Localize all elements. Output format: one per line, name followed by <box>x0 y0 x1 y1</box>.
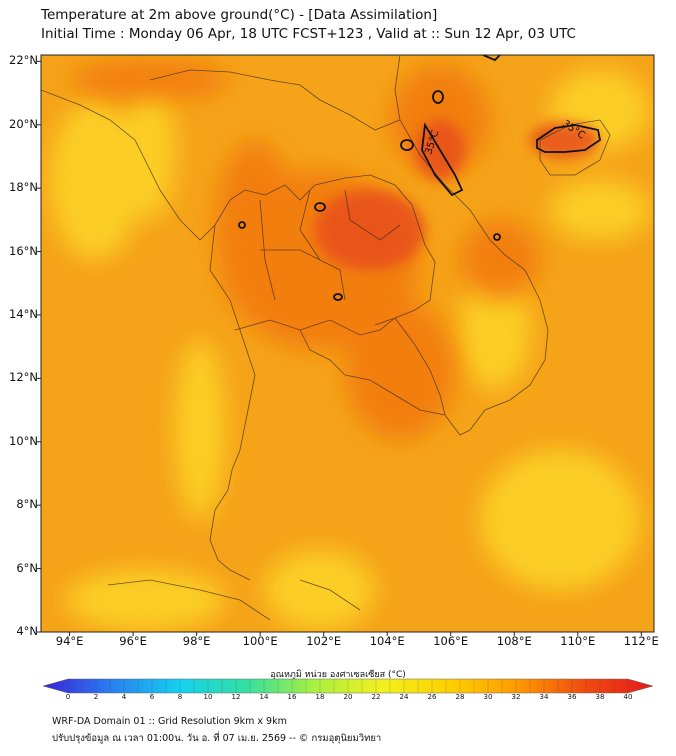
colorbar-tick-label: 18 <box>315 693 325 701</box>
lat-label: 22°N <box>9 53 38 68</box>
colorbar-tick-label: 20 <box>343 693 353 701</box>
lat-label: 18°N <box>9 180 38 195</box>
lat-label: 8°N <box>16 497 38 512</box>
lon-label: 94°E <box>55 634 84 648</box>
colorbar-tick-label: 12 <box>231 693 241 701</box>
map-title: Temperature at 2m above ground(°C) - [Da… <box>41 7 438 23</box>
map-frame <box>40 54 655 633</box>
colorbar-tick-label: 32 <box>511 693 521 701</box>
colorbar-tick-label: 10 <box>203 693 213 701</box>
colorbar-tick-label: 28 <box>455 693 465 701</box>
map-plot-area: 35°C 35°C <box>41 55 654 632</box>
latitude-ticks <box>37 60 41 633</box>
colorbar-title: อุณหภูมิ หน่วย องศาเซลเซียส (°C) <box>270 670 406 680</box>
temperature-map: 35°C 35°C <box>37 54 655 636</box>
footer-update-info: ปรับปรุงข้อมูล ณ เวลา 01:00น. วัน อ. ที่… <box>52 733 382 744</box>
colorbar-bar <box>42 678 654 694</box>
colorbar-tick-label: 0 <box>65 693 71 701</box>
colorbar-tick-label: 38 <box>595 693 605 701</box>
map-subtitle: Initial Time : Monday 06 Apr, 18 UTC FCS… <box>41 26 576 42</box>
colorbar-tick-label: 2 <box>93 693 99 701</box>
longitude-ticks <box>69 632 642 636</box>
colorbar-ticks <box>67 679 629 693</box>
lat-label: 6°N <box>16 560 38 575</box>
colorbar-tick-label: 40 <box>623 693 633 701</box>
lon-label: 98°E <box>182 634 211 648</box>
footer-domain-info: WRF-DA Domain 01 :: Grid Resolution 9km … <box>52 716 287 727</box>
colorbar <box>42 678 654 694</box>
lat-label: 10°N <box>9 433 38 448</box>
colorbar-tick-label: 14 <box>259 693 269 701</box>
land-borders <box>41 55 611 621</box>
colorbar-tick-label: 26 <box>427 693 437 701</box>
lat-label: 12°N <box>9 370 38 385</box>
lat-label: 4°N <box>16 624 38 638</box>
contour-35c <box>238 55 602 301</box>
colorbar-tick-label: 8 <box>177 693 183 701</box>
lon-label: 108°E <box>496 634 532 648</box>
lon-label: 102°E <box>306 634 342 648</box>
colorbar-tick-label: 36 <box>567 693 577 701</box>
lon-label: 106°E <box>433 634 469 648</box>
lon-label: 104°E <box>369 634 405 648</box>
lon-label: 100°E <box>242 634 278 648</box>
colorbar-tick-label: 6 <box>149 693 155 701</box>
lat-label: 14°N <box>9 306 38 321</box>
lat-label: 20°N <box>9 116 38 131</box>
colorbar-tick-label: 4 <box>121 693 127 701</box>
colorbar-tick-label: 22 <box>371 693 381 701</box>
colorbar-tick-label: 30 <box>483 693 493 701</box>
lon-label: 112°E <box>623 634 659 648</box>
lon-label: 110°E <box>560 634 596 648</box>
colorbar-tick-label: 34 <box>539 693 549 701</box>
colorbar-tick-label: 16 <box>287 693 297 701</box>
lon-label: 96°E <box>119 634 147 648</box>
lat-label: 16°N <box>9 243 38 258</box>
colorbar-tick-label: 24 <box>399 693 409 701</box>
